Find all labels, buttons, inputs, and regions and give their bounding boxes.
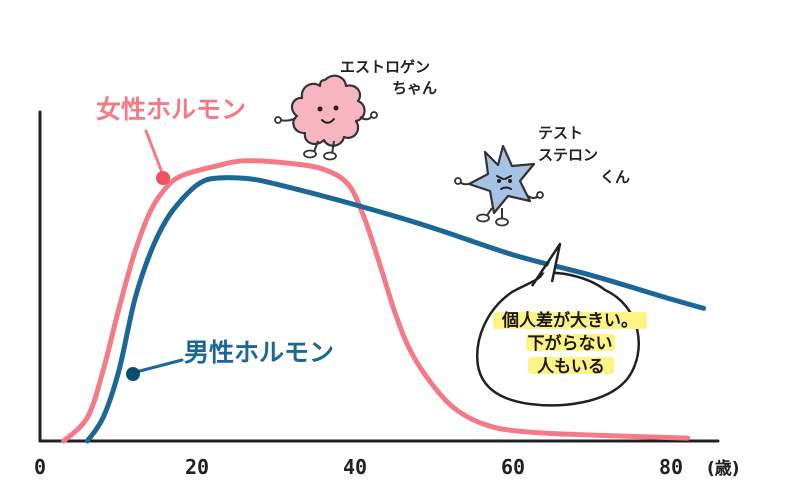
note-line-3: 人もいる	[537, 357, 605, 377]
note-line-1: 個人差が大きい。	[501, 310, 638, 331]
note-highlight-3	[528, 357, 614, 374]
x-axis-unit: (歳)	[707, 458, 740, 479]
female-label-leader	[144, 129, 165, 177]
x-tick-label: 0	[34, 455, 46, 479]
speech-bubble-tail	[530, 242, 562, 287]
female-hormone-line	[61, 158, 691, 444]
male-hormone-label: 男性ホルモン	[184, 338, 334, 367]
note-highlight-1	[493, 312, 647, 329]
male-label-marker	[126, 367, 140, 381]
x-tick-label: 80	[659, 455, 683, 479]
estrogen-name: エストロゲン ちゃん	[340, 58, 437, 97]
female-hormone-label: 女性ホルモン	[96, 95, 246, 124]
testosterone-character-icon	[454, 144, 544, 227]
note-line-2: 下がらない	[528, 333, 613, 354]
testosterone-name: テスト ステロン くん	[538, 124, 630, 186]
x-tick-label: 60	[501, 455, 525, 479]
x-tick-label: 40	[343, 455, 367, 479]
female-label-marker	[156, 171, 170, 185]
estrogen-character-icon	[274, 74, 378, 161]
note-highlight-2	[526, 334, 615, 351]
x-tick-label: 20	[185, 455, 209, 479]
male-label-leader	[134, 358, 184, 374]
